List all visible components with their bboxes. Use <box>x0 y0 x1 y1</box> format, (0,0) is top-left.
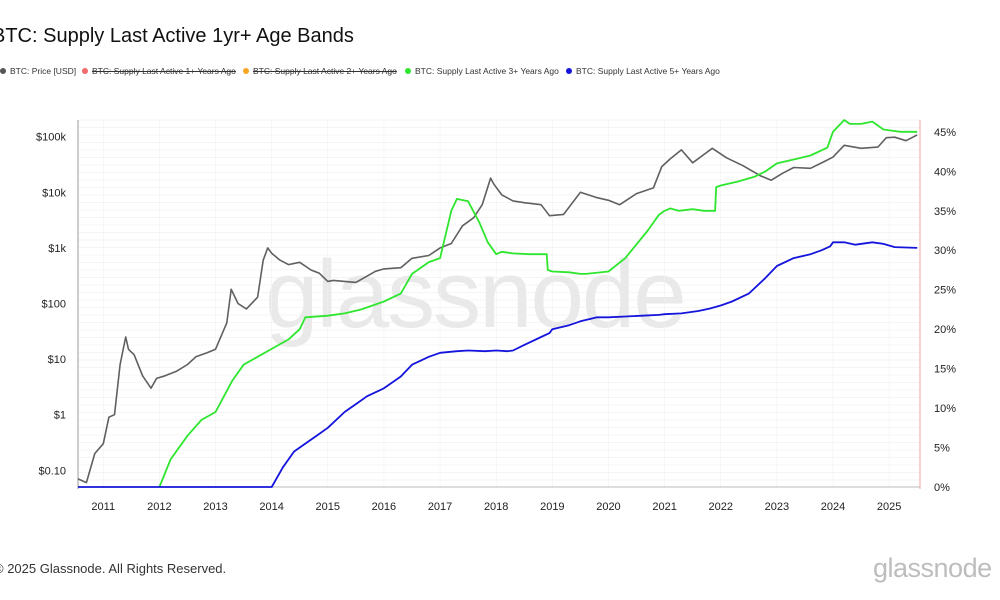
y-right-tick-label: 30% <box>934 245 956 257</box>
legend-dot-icon <box>405 68 411 74</box>
legend-dot-icon <box>0 68 6 74</box>
y-left-tick-label: $10 <box>48 354 66 366</box>
y-left-tick-label: $100k <box>36 132 66 144</box>
legend-dot-icon <box>566 68 572 74</box>
y-right-tick-label: 0% <box>934 482 950 494</box>
x-tick-label: 2012 <box>147 501 171 513</box>
y-right-tick-label: 45% <box>934 127 956 139</box>
y-left-tick-label: $0.10 <box>38 465 66 477</box>
x-tick-label: 2019 <box>540 501 564 513</box>
legend-item-2yr[interactable]: BTC: Supply Last Active 2+ Years Ago <box>243 66 397 76</box>
x-tick-label: 2014 <box>259 501 283 513</box>
y-left-tick-label: $1 <box>54 410 66 422</box>
y-right-tick-label: 15% <box>934 364 956 376</box>
y-right-tick-label: 10% <box>934 403 956 415</box>
legend-item-3yr[interactable]: BTC: Supply Last Active 3+ Years Ago <box>405 66 559 76</box>
legend-label: BTC: Supply Last Active 1+ Years Ago <box>92 66 236 76</box>
chart-title: BTC: Supply Last Active 1yr+ Age Bands <box>0 25 354 47</box>
y-right-tick-label: 35% <box>934 206 956 218</box>
y-left-tick-label: $10k <box>42 187 66 199</box>
legend-label: BTC: Supply Last Active 2+ Years Ago <box>253 66 397 76</box>
x-tick-label: 2022 <box>708 501 732 513</box>
x-tick-label: 2013 <box>203 501 227 513</box>
x-tick-label: 2011 <box>91 501 115 513</box>
x-tick-label: 2016 <box>372 501 396 513</box>
y-right-tick-label: 25% <box>934 285 956 297</box>
legend-dot-icon <box>82 68 88 74</box>
legend-label: BTC: Supply Last Active 3+ Years Ago <box>415 66 559 76</box>
legend-item-price[interactable]: BTC: Price [USD] <box>0 66 76 76</box>
x-tick-label: 2025 <box>877 501 901 513</box>
legend-label: BTC: Supply Last Active 5+ Years Ago <box>576 66 720 76</box>
series-line-supply-5y <box>78 241 918 488</box>
legend-label: BTC: Price [USD] <box>10 66 77 76</box>
series-line-supply-3y <box>158 119 918 488</box>
legend-item-5yr[interactable]: BTC: Supply Last Active 5+ Years Ago <box>566 66 720 76</box>
y-right-tick-label: 5% <box>934 443 950 455</box>
series-line-price <box>77 134 918 484</box>
brand-logo: glassnode <box>873 553 992 583</box>
x-tick-label: 2017 <box>428 501 452 513</box>
y-right-tick-label: 20% <box>934 324 956 336</box>
copyright-notice: © 2025 Glassnode. All Rights Reserved. <box>0 561 227 576</box>
y-left-tick-label: $1k <box>48 243 66 255</box>
x-tick-label: 2018 <box>484 501 508 513</box>
legend-dot-icon <box>243 68 249 74</box>
x-tick-label: 2015 <box>316 501 340 513</box>
x-tick-label: 2021 <box>652 501 676 513</box>
x-tick-label: 2020 <box>596 501 620 513</box>
legend-item-1yr[interactable]: BTC: Supply Last Active 1+ Years Ago <box>82 66 236 76</box>
y-left-tick-label: $100 <box>42 299 66 311</box>
y-right-tick-label: 40% <box>934 166 956 178</box>
x-tick-label: 2024 <box>821 501 845 513</box>
x-tick-label: 2023 <box>765 501 789 513</box>
